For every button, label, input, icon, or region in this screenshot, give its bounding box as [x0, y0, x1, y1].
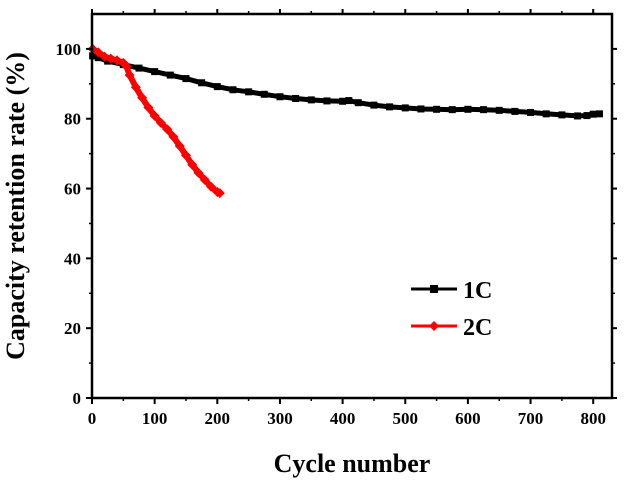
- data-point-1c: [213, 83, 221, 91]
- data-point-2c: [155, 117, 166, 128]
- data-point-1c: [386, 103, 394, 111]
- data-point-1c: [166, 71, 174, 79]
- data-point-1c: [323, 97, 331, 105]
- data-point-2c: [162, 124, 173, 135]
- series-line-1c: [90, 53, 602, 119]
- data-point-2c: [174, 140, 185, 151]
- x-tick-label: 100: [142, 409, 168, 428]
- data-point-1c: [182, 75, 190, 83]
- data-point-1c: [370, 101, 378, 109]
- legend-label-1c: 1C: [463, 278, 492, 304]
- data-point-2c: [206, 181, 217, 192]
- data-point-2c: [180, 150, 191, 161]
- data-point-1c: [583, 112, 591, 120]
- y-tick-label: 0: [73, 389, 82, 408]
- data-point-1c: [345, 97, 353, 105]
- y-tick-label: 100: [56, 40, 82, 59]
- x-tick-label: 400: [330, 409, 356, 428]
- x-tick-label: 800: [580, 409, 606, 428]
- x-tick-label: 0: [88, 409, 97, 428]
- data-point-1c: [480, 106, 488, 114]
- data-point-2c: [187, 159, 198, 170]
- data-point-1c: [198, 79, 206, 87]
- legend-marker-1c: [430, 285, 438, 293]
- data-point-1c: [354, 99, 362, 107]
- x-tick-label: 200: [205, 409, 231, 428]
- data-point-1c: [589, 110, 597, 118]
- y-tick-label: 80: [64, 110, 81, 129]
- data-point-1c: [464, 105, 472, 113]
- y-tick-label: 40: [64, 249, 81, 268]
- data-point-2c: [93, 47, 104, 58]
- data-point-1c: [135, 64, 143, 72]
- data-point-1c: [339, 97, 347, 105]
- data-point-2c: [193, 167, 204, 178]
- data-point-1c: [292, 94, 300, 102]
- data-point-1c: [495, 106, 503, 114]
- ticks-group: 0 100 200 300 400 500 600 700 800 0 20 40 60 80 100: [56, 9, 617, 428]
- data-point-1c: [595, 110, 603, 118]
- data-point-1c: [558, 111, 566, 119]
- y-tick-label: 60: [64, 180, 81, 199]
- data-point-2c: [124, 70, 135, 81]
- data-point-1c: [229, 86, 237, 94]
- x-tick-label: 700: [518, 409, 544, 428]
- data-point-1c: [574, 112, 582, 120]
- data-point-1c: [307, 96, 315, 104]
- data-point-2c: [130, 82, 141, 93]
- data-point-2c: [143, 102, 154, 113]
- data-point-1c: [276, 93, 284, 101]
- data-point-2c: [137, 92, 148, 103]
- data-point-2c: [214, 188, 225, 199]
- data-point-1c: [542, 110, 550, 118]
- x-tick-label: 300: [267, 409, 293, 428]
- data-point-2c: [168, 131, 179, 142]
- data-point-1c: [151, 68, 159, 76]
- y-axis-title: Capacity retention rate (%): [1, 52, 30, 360]
- data-point-1c: [511, 107, 519, 115]
- data-point-2c: [149, 110, 160, 121]
- x-axis-title: Cycle number: [274, 449, 431, 478]
- data-point-2c: [121, 61, 132, 72]
- plot-frame: [90, 12, 614, 400]
- data-point-1c: [448, 106, 456, 114]
- data-point-1c: [527, 108, 535, 116]
- x-tick-label: 500: [393, 409, 419, 428]
- data-point-1c: [417, 105, 425, 113]
- x-tick-label: 600: [455, 409, 481, 428]
- data-point-1c: [104, 57, 112, 65]
- data-point-1c: [245, 88, 253, 96]
- legend-marker-2c: [429, 321, 439, 331]
- data-point-1c: [260, 90, 268, 98]
- plot-series: [87, 43, 603, 199]
- y-tick-label: 20: [64, 319, 81, 338]
- data-point-1c: [94, 54, 102, 62]
- data-point-2c: [199, 174, 210, 185]
- legend-label-2c: 2C: [463, 315, 492, 341]
- data-point-1c: [401, 104, 409, 112]
- data-point-1c: [433, 105, 441, 113]
